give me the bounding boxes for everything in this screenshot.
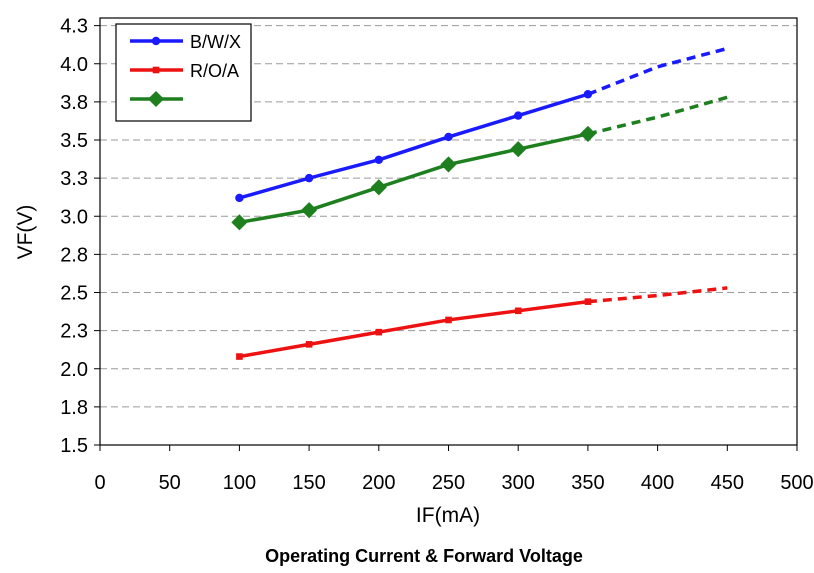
legend-entry: R/O/A <box>130 61 239 81</box>
data-point <box>514 307 522 315</box>
data-point <box>579 125 596 142</box>
x-axis: 0 50 100 150 200 250 300 350 400 450 500 <box>94 445 814 494</box>
y-tick-label: 1.5 <box>60 435 88 457</box>
x-tick-label: 300 <box>502 472 535 494</box>
y-tick-label: 3.0 <box>60 206 88 228</box>
x-tick-label: 150 <box>292 472 325 494</box>
series-extrapolation-line <box>587 286 728 304</box>
y-tick-label: 2.0 <box>60 359 88 381</box>
data-point <box>514 111 523 120</box>
x-tick-label: 0 <box>94 472 105 494</box>
y-tick-label: 3.3 <box>60 168 88 190</box>
series-3 <box>231 95 728 231</box>
x-tick-label: 500 <box>780 472 813 494</box>
series-group <box>231 46 728 360</box>
series-1 <box>235 46 728 203</box>
chart-caption: Operating Current & Forward Voltage <box>265 546 583 566</box>
data-point <box>304 173 314 183</box>
legend: B/W/X R/O/A <box>115 23 252 122</box>
x-tick-label: 350 <box>571 472 604 494</box>
data-point <box>301 202 318 219</box>
legend-label: B/W/X <box>190 32 241 52</box>
series-line <box>239 132 589 225</box>
x-tick-label: 400 <box>641 472 674 494</box>
series-extrapolation-line <box>587 46 728 96</box>
data-point <box>370 179 387 196</box>
y-tick-label: 4.3 <box>60 16 88 38</box>
x-axis-title: IF(mA) <box>416 504 480 527</box>
data-point <box>152 66 160 74</box>
x-tick-label: 200 <box>362 472 395 494</box>
y-tick-label: 2.8 <box>60 244 88 266</box>
y-tick-label: 2.3 <box>60 321 88 343</box>
x-tick-label: 250 <box>432 472 465 494</box>
data-point <box>147 90 165 108</box>
legend-entry <box>130 90 183 108</box>
y-tick-label: 3.8 <box>60 92 88 114</box>
y-tick-label: 2.5 <box>60 283 88 305</box>
series-2 <box>236 286 728 360</box>
y-tick-label: 1.8 <box>60 397 88 419</box>
data-point <box>444 132 453 142</box>
data-point <box>510 141 527 158</box>
y-axis-title: VF(V) <box>14 205 37 260</box>
data-point <box>440 156 457 173</box>
data-point <box>374 155 383 165</box>
series-line <box>239 299 589 359</box>
series-extrapolation-line <box>587 95 728 136</box>
data-point <box>375 328 383 336</box>
legend-entry: B/W/X <box>130 32 241 52</box>
series-line <box>238 92 589 200</box>
y-axis: 1.5 1.8 2.0 2.3 2.5 2.8 3.0 3.3 3.5 3.8 4.0 4.3 <box>60 16 100 457</box>
x-tick-label: 450 <box>711 472 744 494</box>
y-tick-label: 3.5 <box>60 130 88 152</box>
data-point <box>584 298 592 305</box>
data-point <box>583 90 593 99</box>
data-point <box>445 316 452 324</box>
legend-label: R/O/A <box>190 61 239 81</box>
data-point <box>305 341 313 348</box>
data-point <box>231 214 248 231</box>
y-tick-label: 4.0 <box>60 54 88 76</box>
x-tick-label: 50 <box>159 472 181 494</box>
data-point <box>235 193 244 203</box>
data-point <box>236 353 243 360</box>
data-point <box>151 36 161 46</box>
x-tick-label: 100 <box>223 472 256 494</box>
